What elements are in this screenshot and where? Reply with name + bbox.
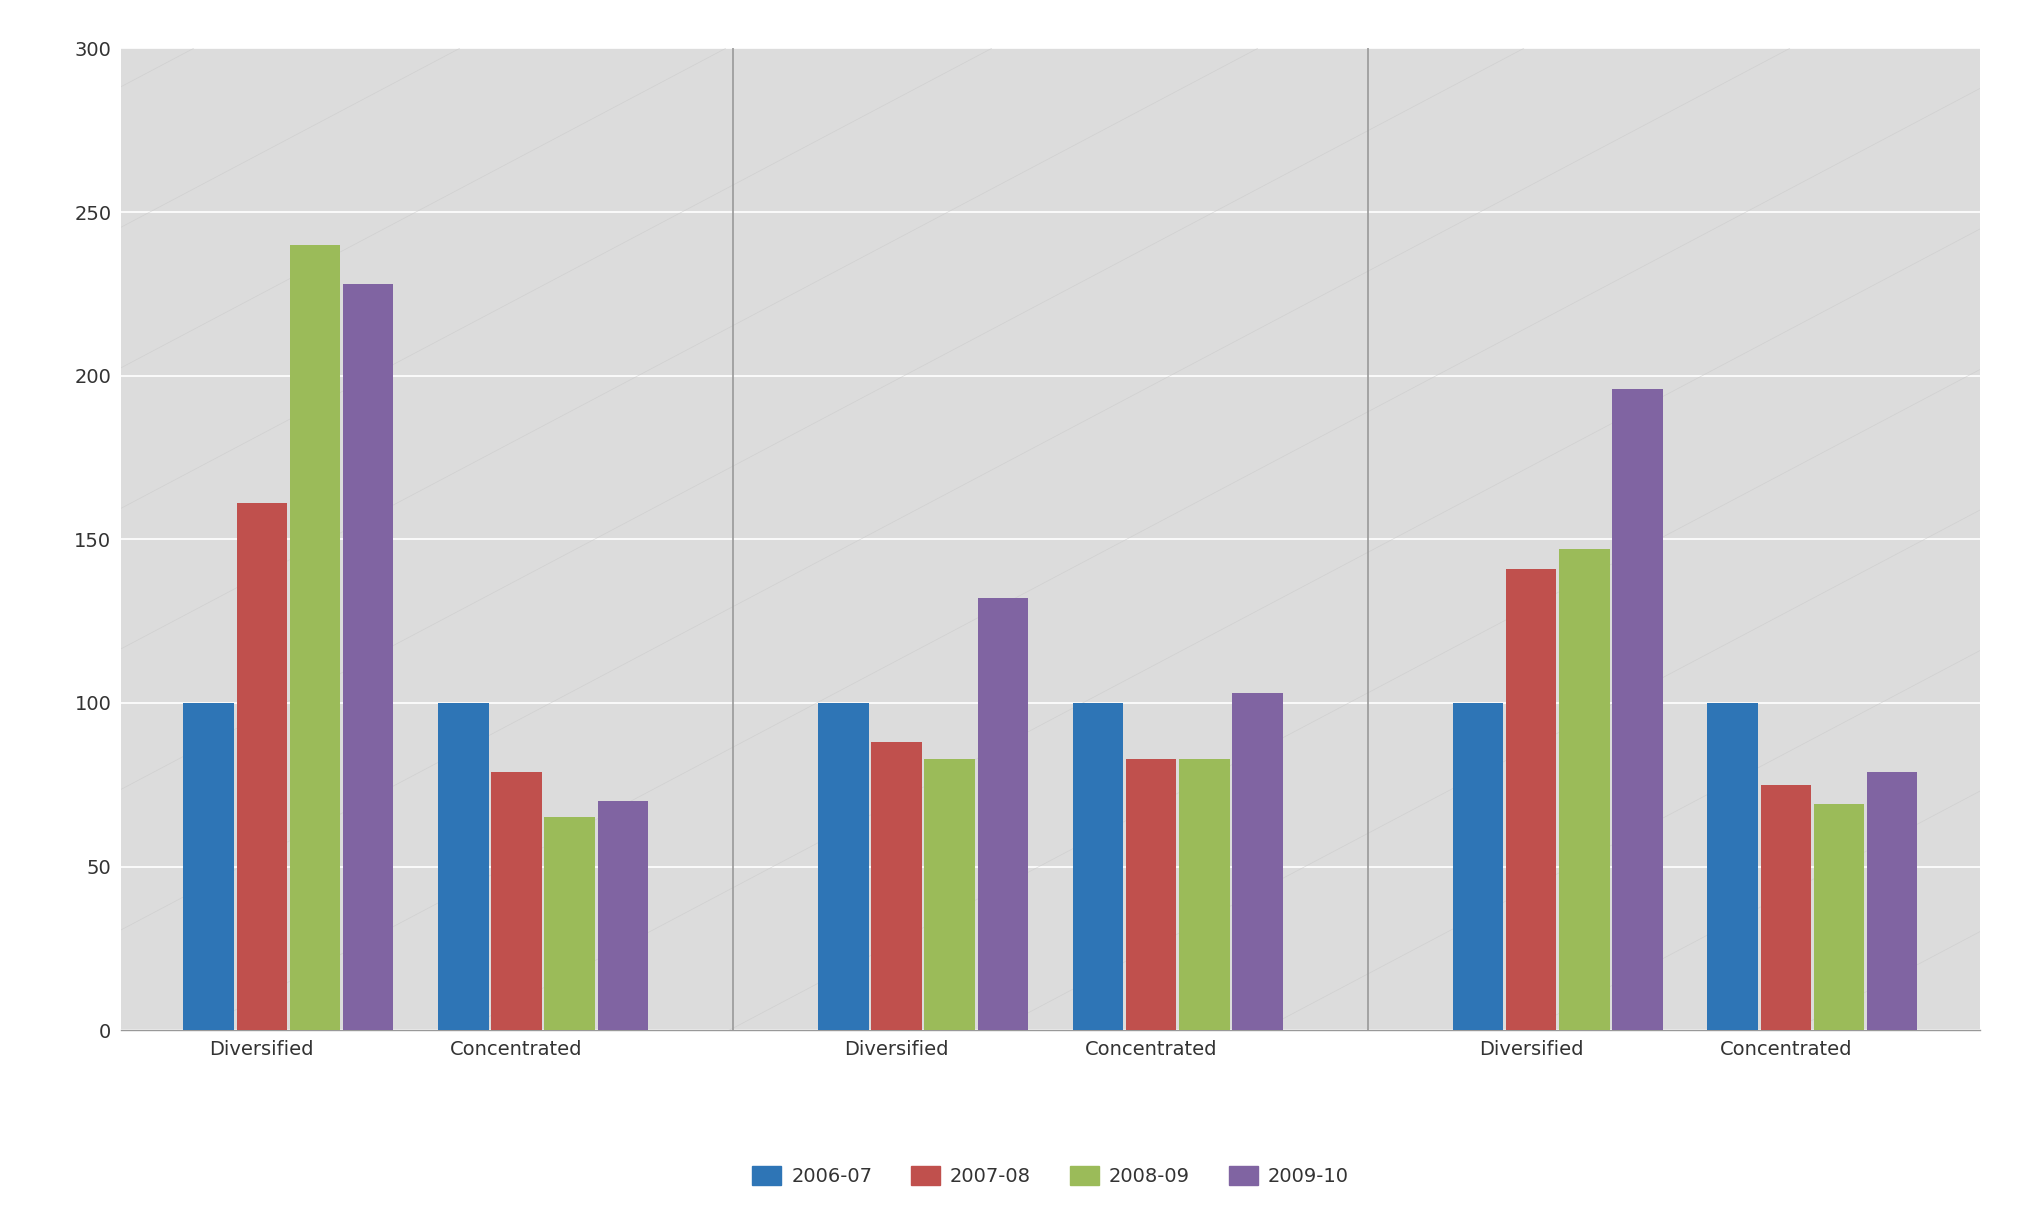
Bar (1814, 805, 1864, 1030)
Bar (978, 599, 1028, 1030)
Bar (1505, 568, 1557, 1030)
Bar (925, 759, 976, 1030)
Bar (1612, 389, 1662, 1030)
Bar (1125, 759, 1176, 1030)
Bar (343, 284, 394, 1030)
Bar (1707, 703, 1757, 1030)
Bar (598, 801, 648, 1030)
Bar (1761, 785, 1812, 1030)
Bar (818, 703, 869, 1030)
Bar (1452, 703, 1503, 1030)
Bar (184, 703, 234, 1030)
Bar (871, 742, 921, 1030)
Bar (236, 503, 287, 1030)
Bar (491, 772, 541, 1030)
Legend: 2006-07, 2007-08, 2008-09, 2009-10: 2006-07, 2007-08, 2008-09, 2009-10 (745, 1157, 1355, 1194)
Bar (1180, 759, 1230, 1030)
Bar (1232, 693, 1283, 1030)
Bar (289, 245, 339, 1030)
Bar (543, 817, 596, 1030)
Bar (1866, 772, 1917, 1030)
Bar (438, 703, 489, 1030)
Bar (1073, 703, 1123, 1030)
Bar (1559, 549, 1610, 1030)
